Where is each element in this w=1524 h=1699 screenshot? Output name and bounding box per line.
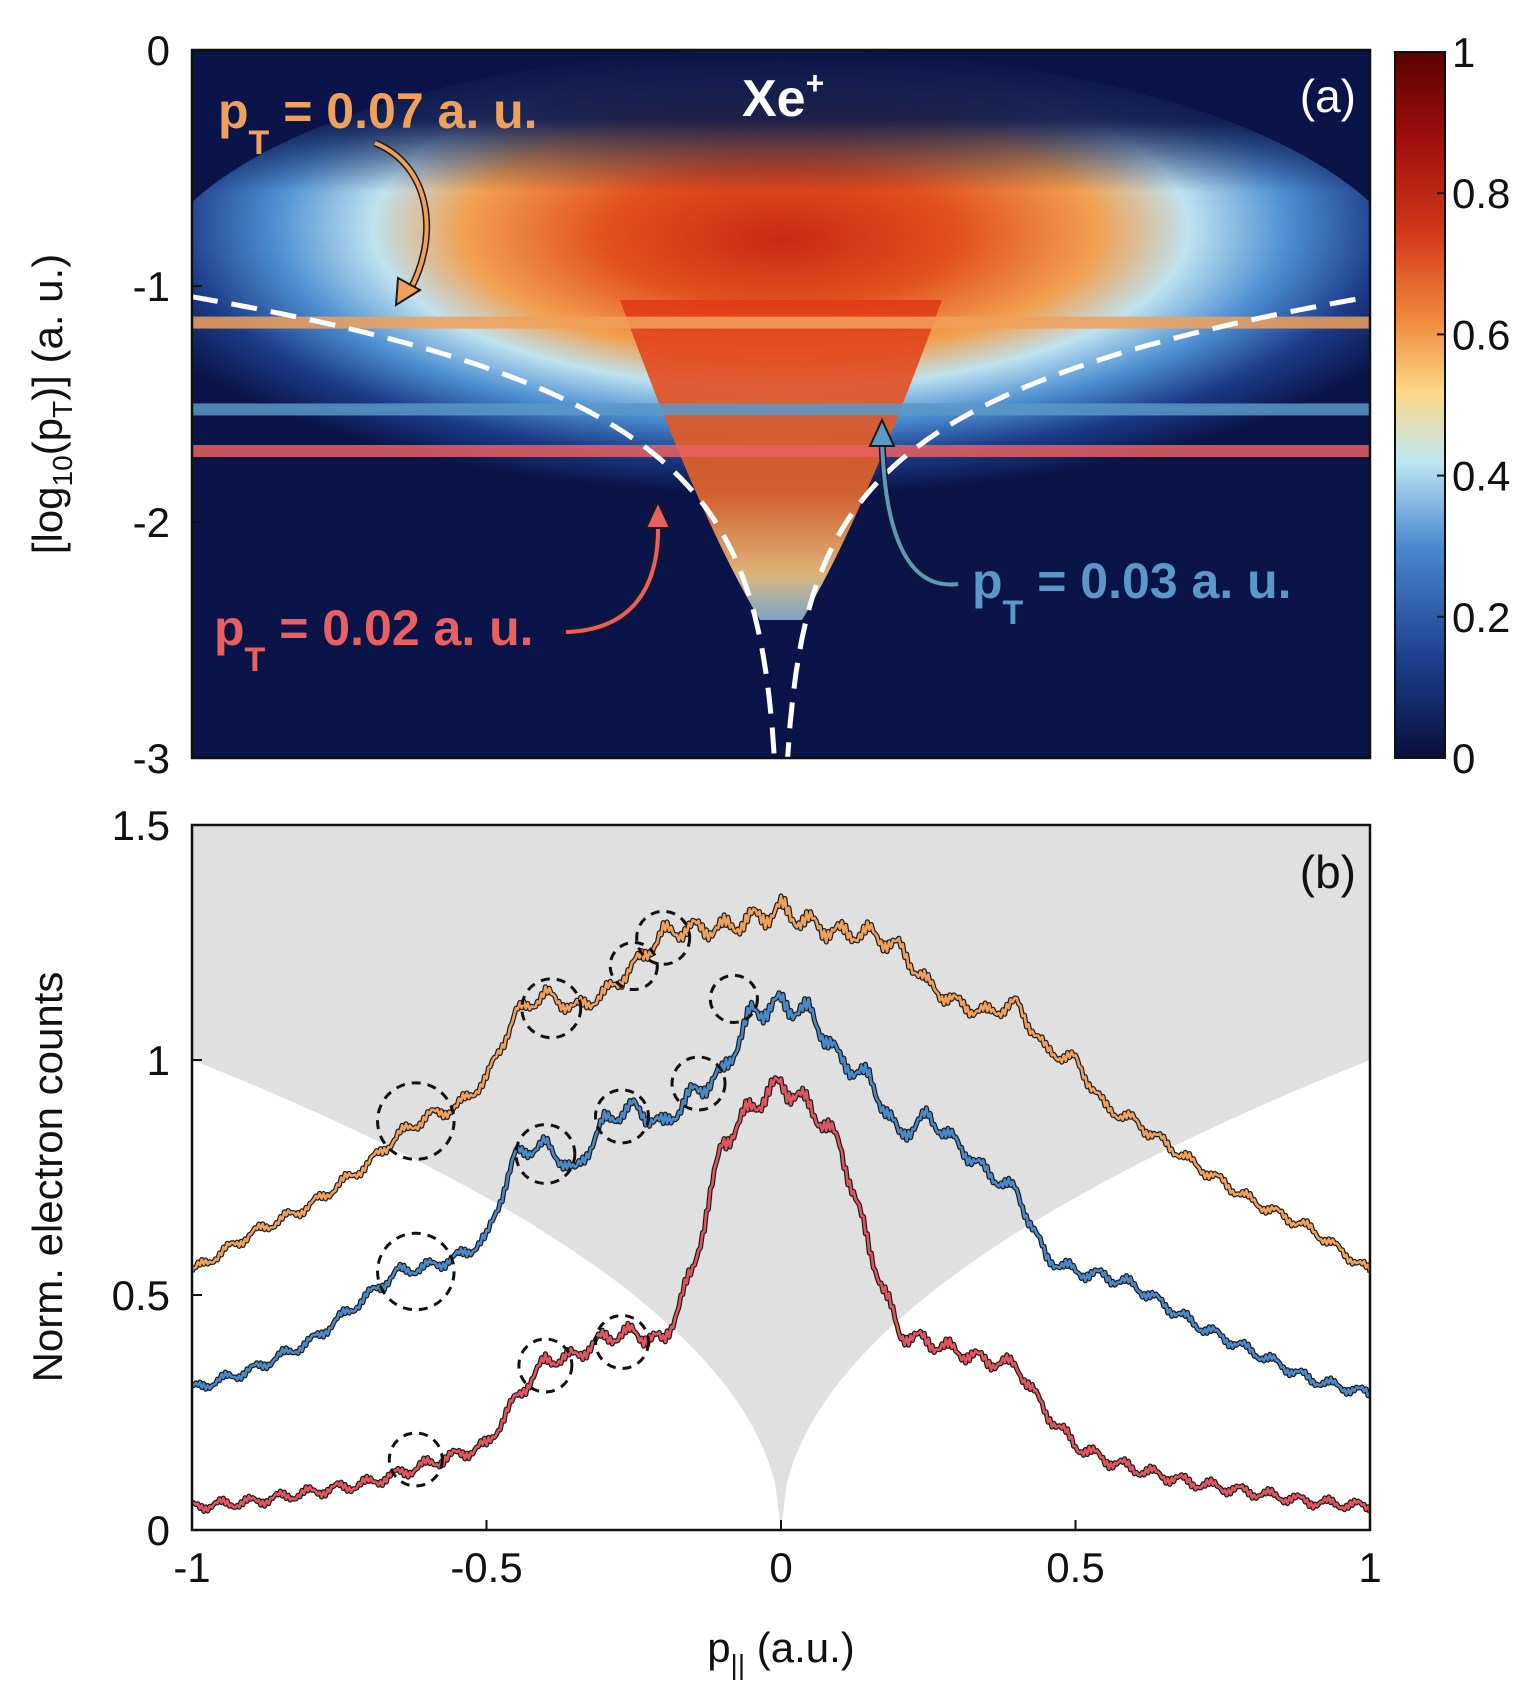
annotation-circle <box>593 1088 650 1145</box>
ylabel-a: [log10(pT)] (a. u.) <box>24 254 78 554</box>
y-tick-label-b: 0.5 <box>112 1272 170 1319</box>
cut-label-002: pT = 0.02 a. u. <box>214 600 534 679</box>
y-tick-label-a: -1 <box>133 263 170 310</box>
heatmap-frame <box>190 48 1372 760</box>
x-tick-label-b: 0.5 <box>1046 1544 1104 1591</box>
cut-band <box>192 403 1370 416</box>
y-tick-label-b: 1 <box>147 1037 170 1084</box>
line-panel-b: -1 -0.5 0 0.5 1 0 0.5 1 1.5 (b) Norm. electron … <box>24 802 1382 1680</box>
annotation-circles <box>376 909 759 1488</box>
series-lines <box>192 893 1370 1514</box>
cut-label-003: pT = 0.03 a. u. <box>972 553 1292 632</box>
arrow-007 <box>373 139 431 307</box>
shaded-region <box>192 825 1370 1530</box>
annotation-circle <box>376 1081 456 1161</box>
colorbar <box>1394 51 1446 759</box>
annotation-circle <box>387 1431 444 1488</box>
series-line <box>192 991 1370 1397</box>
arrow-002 <box>565 499 672 636</box>
annotation-circle <box>517 1337 574 1394</box>
xlabel-b: p|| (a.u.) <box>707 1624 855 1680</box>
series-line <box>192 894 1370 1273</box>
ylabel-b: Norm. electron counts <box>24 972 71 1383</box>
panel-label-a: (a) <box>1300 70 1356 122</box>
colorbar-tick-label: 0.4 <box>1452 453 1510 500</box>
cut-band <box>192 444 1370 457</box>
colorbar-tick-label: 0.8 <box>1452 170 1510 217</box>
annotation-circle <box>376 1231 456 1312</box>
arrow-003 <box>868 417 959 588</box>
annotation-circle <box>670 1055 727 1112</box>
x-tick-label-b: 1 <box>1358 1544 1381 1591</box>
heatmap-panel-a: 0 -1 -2 -3 [log10(pT)] (a. u.) Xe+ (a) pT =… <box>24 27 1510 782</box>
y-tick-label-a: 0 <box>147 27 170 74</box>
colorbar-ticks: 1 0.8 0.6 0.4 0.2 0 <box>1437 29 1510 782</box>
panel-title-a: Xe+ <box>742 65 824 128</box>
boundary-curve <box>192 294 1370 758</box>
annotation-circle <box>635 909 692 966</box>
x-tick-label-b: -1 <box>173 1544 210 1591</box>
colorbar-tick-label: 0.6 <box>1452 311 1510 358</box>
colorbar-tick-label: 0 <box>1452 735 1475 782</box>
y-ticks-b: 0 0.5 1 1.5 <box>112 802 202 1554</box>
annotation-circle <box>514 1123 577 1185</box>
panel-label-b: (b) <box>1300 846 1356 898</box>
annotation-circle <box>520 977 583 1040</box>
y-ticks-a: 0 -1 -2 -3 <box>133 27 202 782</box>
y-tick-label-a: -3 <box>133 735 170 782</box>
cut-band <box>192 316 1370 329</box>
colorbar-tick-label: 0.2 <box>1452 594 1510 641</box>
annotation-circle <box>708 973 759 1024</box>
cut-bands <box>192 316 1370 457</box>
x-tick-label-b: -0.5 <box>450 1544 522 1591</box>
annotation-circle <box>608 940 659 992</box>
colorbar-tick-label: 1 <box>1452 29 1475 76</box>
y-tick-label-a: -2 <box>133 499 170 546</box>
y-tick-label-b: 0 <box>147 1507 170 1554</box>
x-ticks-b: -1 -0.5 0 0.5 1 <box>173 1520 1382 1591</box>
y-tick-label-b: 1.5 <box>112 802 170 849</box>
x-tick-label-b: 0 <box>769 1544 792 1591</box>
series-line <box>192 1076 1370 1514</box>
annotation-circle <box>593 1313 650 1371</box>
cut-label-007: pT = 0.07 a. u. <box>218 83 538 162</box>
